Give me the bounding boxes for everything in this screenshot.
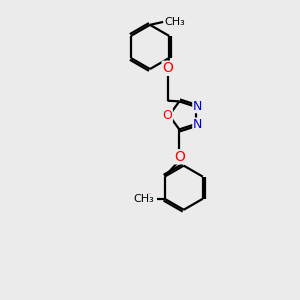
Text: N: N xyxy=(193,118,202,131)
Text: O: O xyxy=(174,150,185,164)
Text: O: O xyxy=(162,61,173,75)
Text: CH₃: CH₃ xyxy=(134,194,154,204)
Text: CH₃: CH₃ xyxy=(164,17,185,27)
Text: O: O xyxy=(143,192,153,205)
Text: O: O xyxy=(162,109,172,122)
Text: N: N xyxy=(193,100,202,113)
